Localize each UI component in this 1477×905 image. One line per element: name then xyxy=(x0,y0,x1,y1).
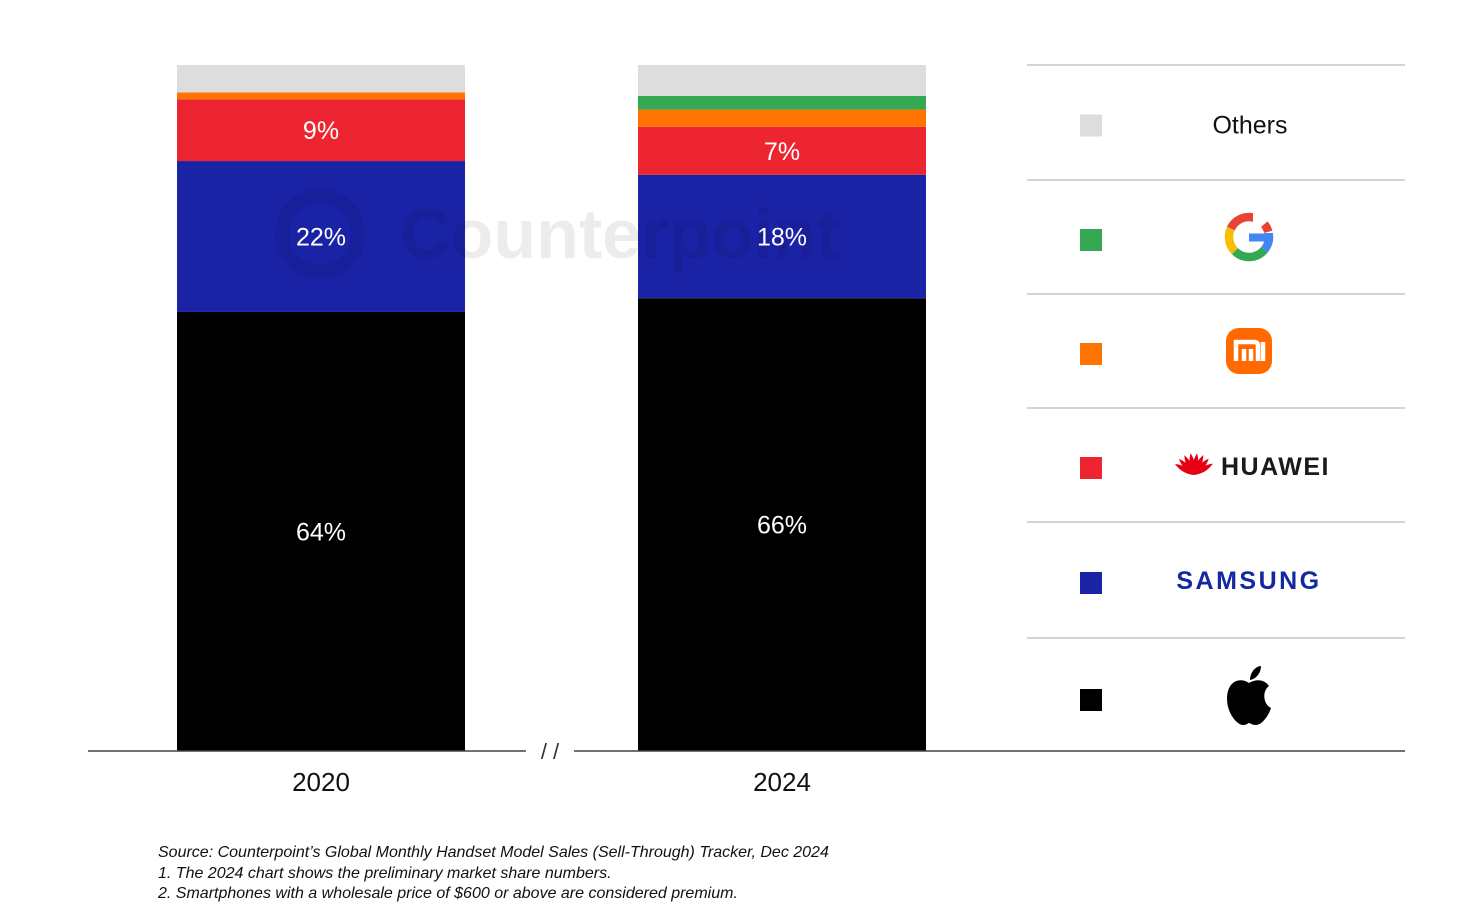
data-label-apple-2020: 64% xyxy=(296,518,346,546)
google-arc xyxy=(1224,226,1239,255)
bar-segment-xiaomi-2020 xyxy=(177,92,465,100)
segment-labels-group: 64% 22% 9% 66% 18% 7% xyxy=(296,117,807,546)
xiaomi-mi xyxy=(1233,339,1266,361)
legend: Others HUAWEI SAMSUNG xyxy=(1027,64,1405,725)
apple-logo-icon xyxy=(1227,666,1271,725)
bar-segment-xiaomi-2024 xyxy=(638,109,926,127)
legend-swatch-apple xyxy=(1080,689,1102,711)
huawei-wordmark: HUAWEI xyxy=(1221,453,1330,481)
axis-break-mark: / / xyxy=(541,739,560,764)
bar-segment-samsung-2020 xyxy=(177,161,465,312)
xiaomi-logo-icon xyxy=(1226,328,1272,374)
data-label-apple-2024: 66% xyxy=(757,512,807,540)
bar-segment-apple-2024 xyxy=(638,298,926,751)
huawei-petal xyxy=(1192,453,1199,475)
x-tick-label-2024: 2024 xyxy=(753,767,811,797)
footnotes: Source: Counterpoint’s Global Monthly Ha… xyxy=(158,843,1058,905)
data-label-samsung-2020: 22% xyxy=(296,224,346,252)
google-logo-icon xyxy=(1224,209,1283,262)
legend-label-others: Others xyxy=(1212,112,1287,140)
legend-item-xiaomi xyxy=(1080,328,1272,374)
google-bar xyxy=(1249,233,1273,242)
samsung-wordmark: SAMSUNG xyxy=(1176,567,1321,595)
source-note: Source: Counterpoint’s Global Monthly Ha… xyxy=(158,844,829,861)
legend-item-apple xyxy=(1080,666,1271,725)
bar-segment-google-2024 xyxy=(638,95,926,110)
data-label-huawei-2020: 9% xyxy=(303,117,339,145)
legend-item-google xyxy=(1080,209,1283,262)
bar-segment-huawei-2020 xyxy=(177,99,465,162)
legend-swatch-google xyxy=(1080,229,1102,251)
legend-swatch-huawei xyxy=(1080,457,1102,479)
bar-segment-others-2020 xyxy=(177,65,465,93)
google-arc xyxy=(1260,221,1273,234)
counterpoint-watermark: Counterpoint xyxy=(275,189,839,279)
samsung-logo-icon: SAMSUNG xyxy=(1176,567,1321,595)
data-label-samsung-2024: 18% xyxy=(757,224,807,252)
legend-swatch-xiaomi xyxy=(1080,343,1102,365)
legend-item-samsung: SAMSUNG xyxy=(1080,567,1321,595)
data-label-huawei-2024: 7% xyxy=(764,138,800,166)
footnote-1: 1. The 2024 chart shows the preliminary … xyxy=(158,864,612,882)
apple-body xyxy=(1227,680,1271,725)
apple-leaf xyxy=(1250,666,1261,680)
bar-segment-others-2024 xyxy=(638,65,926,96)
huawei-logo-icon: HUAWEI xyxy=(1174,453,1330,481)
huawei-petal xyxy=(1194,463,1213,475)
svg-text:Counterpoint: Counterpoint xyxy=(400,195,839,273)
legend-item-others: Others xyxy=(1080,112,1288,140)
bar-segment-samsung-2024 xyxy=(638,174,926,299)
google-arc xyxy=(1231,246,1268,262)
legend-swatch-samsung xyxy=(1080,572,1102,594)
bar-segment-huawei-2024 xyxy=(638,126,926,175)
bars-group xyxy=(177,65,926,751)
legend-item-huawei: HUAWEI xyxy=(1080,453,1330,481)
bar-segment-apple-2020 xyxy=(177,311,465,751)
x-tick-label-2020: 2020 xyxy=(292,767,350,797)
x-tick-labels: 2020 2024 xyxy=(292,767,811,797)
footnote-2: 2. Smartphones with a wholesale price of… xyxy=(158,885,738,902)
x-axis: / / xyxy=(88,739,1405,764)
legend-swatch-others xyxy=(1080,114,1102,137)
